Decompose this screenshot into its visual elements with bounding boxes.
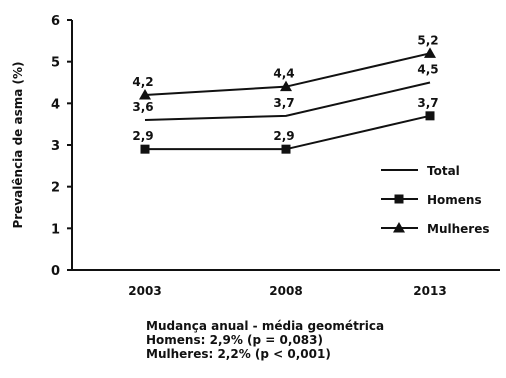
- data-point-homens: [425, 111, 435, 121]
- series-line-total: [144, 81, 431, 121]
- y-tick-label: 5: [51, 56, 60, 71]
- data-point-homens: [281, 144, 291, 154]
- legend-marker-mulheres: [393, 222, 405, 233]
- data-label-homens: 2,9: [273, 129, 294, 143]
- data-label-mulheres: 4,4: [273, 67, 294, 81]
- y-tick-label: 3: [51, 139, 60, 154]
- legend-marker-homens: [394, 194, 404, 204]
- x-ticks: 2003 2008 2013: [128, 284, 446, 298]
- data-label-total: 3,6: [132, 100, 153, 114]
- data-label-total: 3,7: [273, 96, 294, 110]
- data-labels: 3,6 3,7 4,5 2,9 2,9 3,7 4,2 4,4 5,2: [132, 33, 438, 143]
- notes-men: Homens: 2,9% (p = 0,083): [146, 333, 323, 347]
- data-point-homens: [140, 144, 150, 154]
- y-tick-label: 1: [51, 222, 60, 237]
- series-layer: [139, 47, 436, 154]
- data-label-mulheres: 4,2: [132, 75, 153, 89]
- legend-label-total: Total: [427, 164, 460, 178]
- y-tick-label: 0: [51, 264, 60, 279]
- notes-women: Mulheres: 2,2% (p < 0,001): [146, 347, 331, 361]
- x-tick-label: 2013: [413, 284, 446, 298]
- data-point-mulheres: [424, 47, 436, 58]
- data-point-mulheres: [280, 80, 292, 92]
- data-label-homens: 3,7: [417, 96, 438, 110]
- legend-label-mulheres: Mulheres: [427, 222, 489, 236]
- y-ticks: 0 1 2 3 4 5 6: [51, 14, 72, 279]
- notes-heading: Mudança anual - média geométrica: [146, 319, 385, 333]
- y-axis-title: Prevalência de asma (%): [11, 62, 25, 229]
- data-label-total: 4,5: [417, 63, 438, 77]
- x-tick-label: 2008: [269, 284, 302, 298]
- x-tick-label: 2003: [128, 284, 161, 298]
- data-label-homens: 2,9: [132, 129, 153, 143]
- data-label-mulheres: 5,2: [417, 33, 438, 47]
- data-point-mulheres: [139, 89, 151, 100]
- growth-notes: Mudança anual - média geométrica Homens:…: [146, 319, 486, 361]
- legend: Total Homens Mulheres: [381, 164, 489, 236]
- y-tick-label: 2: [51, 181, 60, 196]
- y-tick-label: 4: [51, 97, 60, 112]
- legend-label-homens: Homens: [427, 193, 482, 207]
- y-tick-label: 6: [51, 14, 60, 29]
